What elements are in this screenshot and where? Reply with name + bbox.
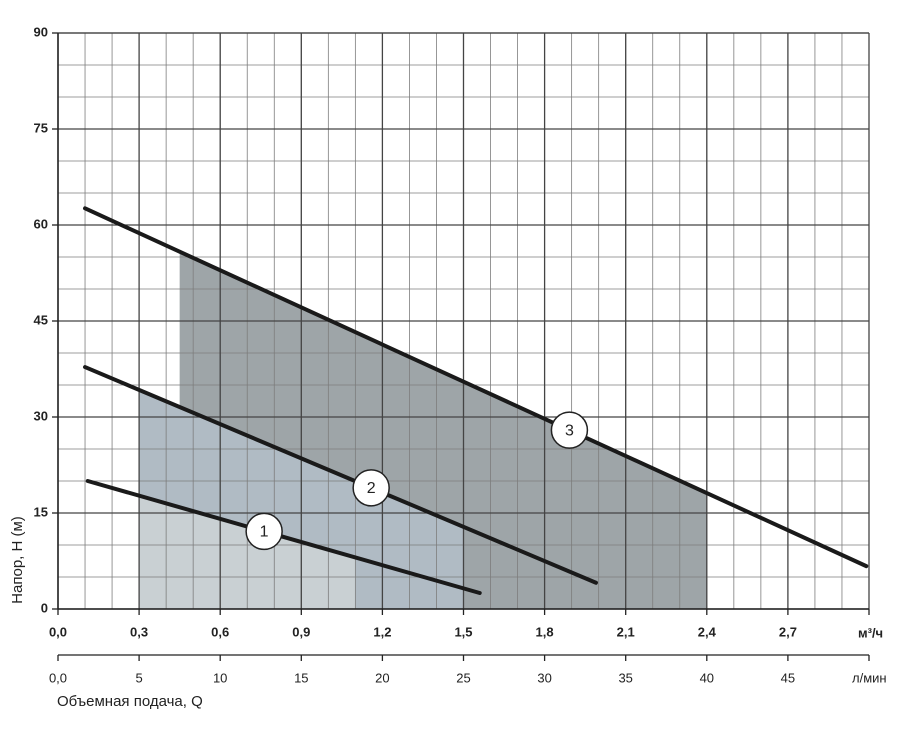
y-tick-label: 90 — [34, 24, 48, 39]
x-tick-label: 2,7 — [779, 624, 797, 639]
curve-label-circle — [245, 512, 283, 551]
x-tick-label: 1,8 — [536, 624, 554, 639]
pump-curve — [83, 365, 598, 585]
x-tick-label: 0,9 — [292, 624, 310, 639]
y-tick-label: 0 — [41, 600, 48, 615]
curve-label-circle — [352, 469, 390, 507]
curve-label-circle — [550, 411, 589, 449]
y-tick-label: 75 — [34, 120, 48, 135]
x2-tick-label: 10 — [213, 670, 227, 685]
y-tick-label: 15 — [34, 504, 48, 519]
curve-label: 3 — [565, 422, 574, 439]
x-tick-label: 1,5 — [454, 624, 472, 639]
x2-tick-label: 40 — [700, 670, 714, 685]
x-tick-label: 0,3 — [130, 624, 148, 639]
x2-tick-label: 35 — [618, 670, 632, 685]
pump-curve — [83, 206, 869, 569]
x2-tick-label: 25 — [456, 670, 470, 685]
x-tick-label: 0,0 — [49, 624, 67, 639]
x-tick-label: 0,6 — [211, 624, 229, 639]
x2-tick-label: 45 — [781, 670, 795, 685]
x2-tick-label: 15 — [294, 670, 308, 685]
x2-tick-label: 20 — [375, 670, 389, 685]
y-tick-label: 45 — [34, 312, 48, 327]
x2-tick-label: 0,0 — [49, 670, 67, 685]
y-tick-label: 30 — [34, 408, 48, 423]
x2-unit: л/мин — [852, 670, 887, 685]
curve-label: 2 — [367, 480, 376, 497]
pump-curve — [85, 479, 482, 595]
x-tick-label: 2,4 — [698, 624, 717, 639]
x2-tick-label: 5 — [135, 670, 142, 685]
x-tick-label: 1,2 — [373, 624, 391, 639]
x-tick-label: 2,1 — [617, 624, 635, 639]
x-unit: м³/ч — [858, 625, 883, 640]
y-tick-label: 60 — [34, 216, 48, 231]
y-axis-label: Напор, Н (м) — [9, 516, 26, 604]
curve-label: 1 — [260, 524, 269, 541]
x-axis-label: Объемная подача, Q — [57, 693, 203, 710]
x2-tick-label: 30 — [537, 670, 551, 685]
